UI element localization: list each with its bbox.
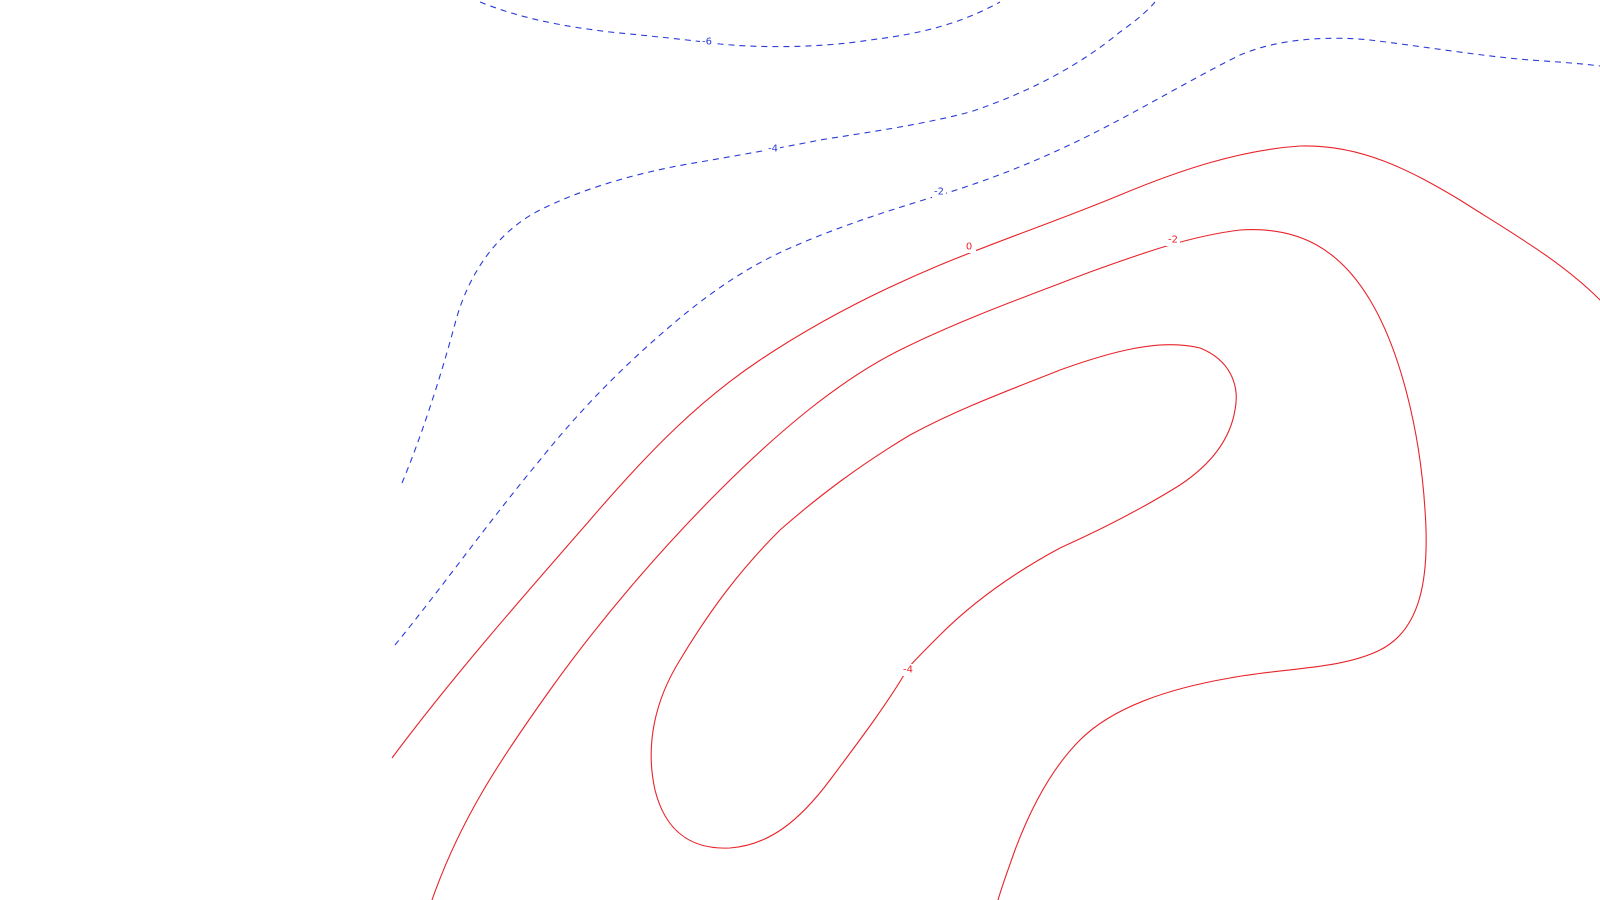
contour-line-pos-4 bbox=[650, 344, 1237, 849]
svg-text:-2: -2 bbox=[934, 187, 944, 198]
svg-text:-4: -4 bbox=[903, 665, 913, 676]
contour-line-neg-2 bbox=[394, 37, 1600, 646]
svg-text:-2: -2 bbox=[1168, 235, 1178, 246]
contour-line-zero bbox=[391, 145, 1600, 759]
contour-label-neg-4: -4 bbox=[766, 143, 780, 155]
contour-line-pos-2 bbox=[431, 229, 1427, 900]
contour-label-pos-4: -4 bbox=[901, 664, 915, 676]
svg-text:-6: -6 bbox=[702, 37, 712, 48]
contour-label-pos-2: -2 bbox=[1166, 234, 1180, 246]
contour-label-neg-6: -6 bbox=[700, 36, 714, 48]
svg-text:-4: -4 bbox=[768, 144, 778, 155]
contour-line-neg-6 bbox=[479, 1, 1001, 48]
contour-line-neg-4 bbox=[401, 1, 1156, 484]
svg-text:0: 0 bbox=[966, 242, 972, 253]
contour-label-neg-2: -2 bbox=[932, 186, 946, 198]
contour-label-zero: 0 bbox=[962, 241, 976, 253]
